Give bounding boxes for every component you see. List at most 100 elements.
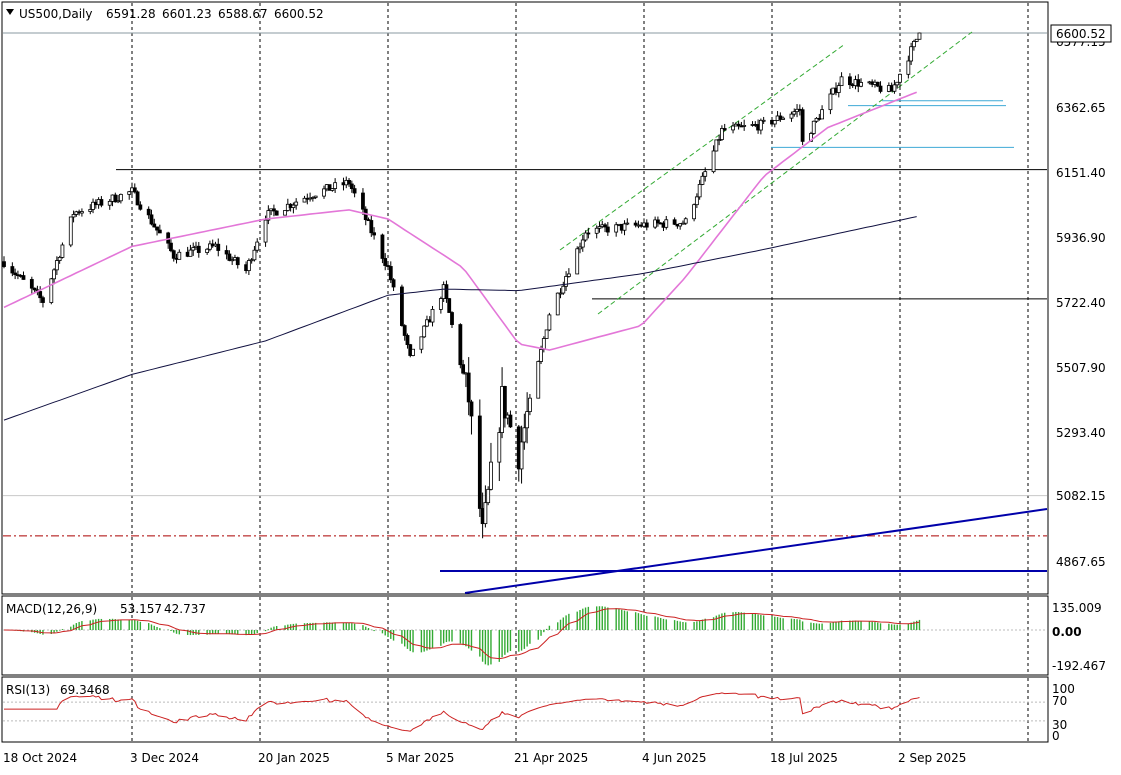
candle-body [380,234,385,259]
candle-body [466,372,471,403]
candle-body [555,292,560,316]
rising-trendline [464,508,1048,594]
channel-lower [597,31,973,315]
fast-moving-average-line [3,91,917,351]
candle-body [430,309,435,323]
candle-body [52,269,56,280]
candle-body [138,204,143,210]
candle-body [497,432,502,463]
candle-body [892,84,897,92]
macd-tick: -192.467 [1052,659,1106,673]
candle-body [912,41,916,48]
moving-averages [3,91,917,421]
candle-body [57,256,62,261]
candle-body [700,175,705,185]
candle-body [544,329,549,339]
rsi-tick: 70 [1052,694,1067,708]
price-tick: 4867.65 [1056,555,1106,569]
candle-body [169,242,173,252]
candle-body [230,259,235,262]
current-price-label: 6600.52 [1056,27,1106,41]
date-tick: 18 Oct 2024 [3,751,77,765]
candle-body [781,117,786,120]
candle-body [522,427,527,443]
candle-body [152,223,157,228]
candle-body [274,210,279,216]
candle-body [528,397,532,413]
candle-body [586,232,591,235]
price-tick: 5722.40 [1056,296,1106,310]
candle-body [697,184,702,198]
candle-body [116,200,120,203]
candle-body [653,219,658,228]
candle-body [29,279,34,289]
candle-body [369,220,374,234]
candle-body [814,117,819,122]
candle-body [191,247,196,251]
candle-body [127,191,132,195]
candle-body [720,128,724,140]
candle-body [171,250,176,259]
candle-body [558,292,563,295]
price-tick: 5936.90 [1056,231,1106,245]
macd-label: MACD(12,26,9) [6,602,97,616]
candle-body [809,133,813,142]
candle-body [54,260,59,271]
candle-body [330,188,335,191]
collapse-triangle-icon[interactable] [6,9,14,15]
candle-body [188,249,193,257]
candle-body [157,229,162,234]
candle-body [400,286,404,326]
candle-body [113,194,118,203]
candle-body [227,253,232,261]
grid-layer [131,3,1029,741]
candle-body [717,139,722,141]
candle-body [875,81,880,87]
candle-body [149,214,154,225]
rsi-line [4,692,920,732]
rsi-pane-frame [1,676,1049,743]
candle-body [461,364,466,374]
candle-body [196,245,201,253]
chart-symbol: US500,Daily [19,7,92,21]
candle-body [772,120,777,125]
candle-body [388,266,393,281]
candle-body [914,38,919,42]
candle-body [80,211,84,214]
candle-body [91,201,95,210]
candle-body [118,193,123,202]
candle-body [683,218,688,224]
candle-body [391,279,396,288]
macd-signal-value: 42.737 [164,602,206,616]
price-tick: 5507.90 [1056,361,1106,375]
candle-body [656,219,660,224]
candle-body [32,287,37,291]
candle-body [263,219,268,243]
candle-body [224,250,229,255]
candle-body [347,179,351,185]
candle-body [310,197,315,199]
rsi-label: RSI(13) [6,683,50,697]
candle-body [13,272,18,276]
candle-body [10,266,15,274]
candle-body [597,226,602,229]
candle-body [859,82,863,87]
candle-body [681,222,685,225]
candle-body [349,183,354,190]
candle-body [99,199,104,206]
candle-body [564,276,568,287]
date-tick: 2 Sep 2025 [898,751,966,765]
candle-body [21,275,26,280]
candle-body [372,232,376,236]
candle-body [486,488,491,504]
candle-body [594,227,599,234]
candle-body [614,224,619,233]
candle-body [502,386,507,419]
candle-body [255,241,260,251]
candle-body [692,204,696,220]
candle-body [208,243,212,250]
rsi-tick: 0 [1052,729,1060,743]
candle-body [444,284,449,299]
